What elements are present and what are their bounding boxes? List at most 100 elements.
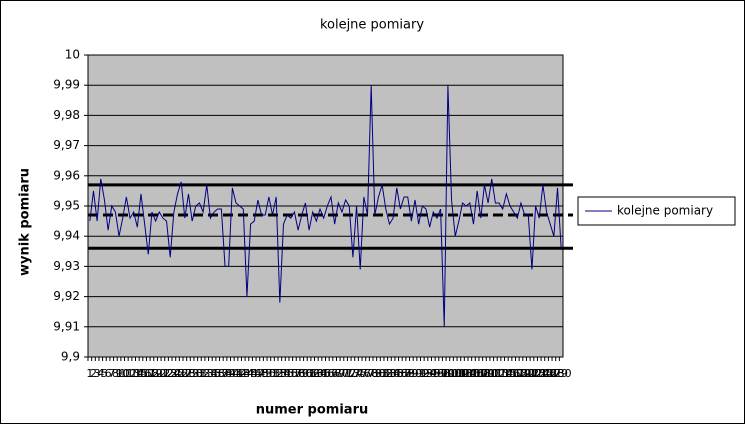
x-tick-label: 106 [463, 367, 484, 380]
x-tick-label: 42 [233, 367, 247, 380]
x-tick-label: 60 [298, 367, 312, 380]
x-tick-label: 51 [266, 367, 280, 380]
x-tick-label: 64 [313, 367, 327, 380]
x-tick-label: 73 [346, 367, 360, 380]
x-tick-label: 24 [167, 367, 181, 380]
x-tick-label: 101 [445, 367, 466, 380]
x-tick-label: 113 [489, 367, 510, 380]
x-tick-label: 44 [240, 367, 254, 380]
x-tick-label: 39 [222, 367, 236, 380]
y-tick-label: 9,98 [53, 108, 80, 122]
x-tick-label: 45 [244, 367, 258, 380]
x-tick-label: 112 [485, 367, 506, 380]
x-tick-label: 52 [269, 367, 283, 380]
x-tick-label: 115 [496, 367, 517, 380]
x-tick-label: 23 [163, 367, 177, 380]
x-tick-label: 121 [518, 367, 539, 380]
x-tick-label: 55 [280, 367, 294, 380]
y-tick-label: 9,9 [61, 350, 80, 364]
x-tick-label: 61 [302, 367, 316, 380]
x-tick-label: 28 [181, 367, 195, 380]
x-tick-label: 63 [309, 367, 323, 380]
x-tick-label: 18 [145, 367, 159, 380]
x-tick-label: 16 [138, 367, 152, 380]
x-tick-label: 32 [196, 367, 210, 380]
x-tick-label: 76 [357, 367, 371, 380]
x-tick-label: 43 [236, 367, 250, 380]
y-tick-label: 9,91 [53, 319, 80, 333]
y-axis-label: wynik pomiaru [18, 168, 33, 276]
x-tick-label: 15 [134, 367, 148, 380]
x-tick-label: 72 [342, 367, 356, 380]
x-tick-label: 59 [295, 367, 309, 380]
x-tick-label: 79 [368, 367, 382, 380]
x-tick-label: 104 [456, 367, 477, 380]
x-tick-label: 107 [467, 367, 488, 380]
x-tick-label: 10 [116, 367, 130, 380]
x-tick-label: 36 [211, 367, 225, 380]
x-tick-label: 26 [174, 367, 188, 380]
x-tick-label: 105 [459, 367, 480, 380]
x-tick-label: 70 [335, 367, 349, 380]
x-tick-label: 34 [203, 367, 217, 380]
x-tick-label: 69 [331, 367, 345, 380]
y-tick-label: 9,96 [53, 168, 80, 182]
x-tick-label: 65 [317, 367, 331, 380]
x-tick-label: 95 [426, 367, 440, 380]
x-tick-label: 82 [379, 367, 393, 380]
x-tick-label: 37 [214, 367, 228, 380]
x-tick-label: 91 [412, 367, 426, 380]
x-tick-label: 93 [419, 367, 433, 380]
x-tick-label: 29 [185, 367, 199, 380]
x-tick-label: 88 [401, 367, 415, 380]
x-tick-label: 77 [361, 367, 375, 380]
x-tick-label: 17 [141, 367, 155, 380]
x-tick-label: 54 [276, 367, 290, 380]
x-tick-label: 119 [510, 367, 531, 380]
x-tick-label: 89 [404, 367, 418, 380]
x-tick-label: 67 [324, 367, 338, 380]
x-tick-label: 117 [503, 367, 524, 380]
data-line [89, 85, 562, 327]
x-tick-label: 102 [448, 367, 469, 380]
x-tick-label: 12 [123, 367, 137, 380]
y-tick-label: 9,92 [53, 289, 80, 303]
x-tick-label: 99 [441, 367, 455, 380]
x-tick-label: 53 [273, 367, 287, 380]
x-tick-label: 31 [192, 367, 206, 380]
x-tick-label: 81 [375, 367, 389, 380]
x-tick-label: 3 [94, 367, 101, 380]
x-tick-label: 66 [320, 367, 334, 380]
x-tick-label: 1 [86, 367, 93, 380]
x-tick-label: 21 [156, 367, 170, 380]
x-tick-label: 19 [149, 367, 163, 380]
x-tick-label: 120 [514, 367, 535, 380]
y-tick-label: 9,95 [53, 199, 80, 213]
x-tick-label: 96 [430, 367, 444, 380]
x-tick-label: 8 [112, 367, 119, 380]
x-tick-label: 109 [474, 367, 495, 380]
x-tick-label: 11 [119, 367, 133, 380]
x-tick-label: 75 [353, 367, 367, 380]
x-tick-label: 41 [229, 367, 243, 380]
x-tick-label: 126 [536, 367, 557, 380]
x-tick-label: 84 [386, 367, 400, 380]
x-tick-label: 20 [152, 367, 166, 380]
y-tick-label: 9,97 [53, 138, 80, 152]
x-tick-label: 27 [178, 367, 192, 380]
x-tick-label: 100 [441, 367, 462, 380]
x-tick-label: 86 [393, 367, 407, 380]
y-tick-label: 9,93 [53, 259, 80, 273]
x-tick-label: 62 [306, 367, 320, 380]
x-tick-label: 68 [328, 367, 342, 380]
chart-title: kolejne pomiary [320, 18, 424, 33]
x-tick-label: 47 [251, 367, 265, 380]
x-tick-label: 25 [171, 367, 185, 380]
x-tick-label: 123 [525, 367, 546, 380]
y-tick-label: 9,99 [53, 78, 80, 92]
x-tick-label: 85 [390, 367, 404, 380]
x-tick-label: 124 [529, 367, 550, 380]
x-tick-label: 48 [255, 367, 269, 380]
x-tick-label: 30 [189, 367, 203, 380]
x-tick-label: 118 [507, 367, 528, 380]
